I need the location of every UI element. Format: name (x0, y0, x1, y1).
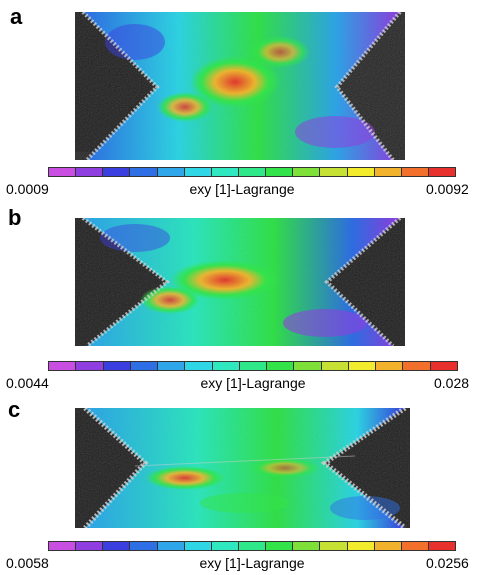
panel-c-strain-image (75, 408, 410, 528)
panel-a-colorbar-max: 0.0092 (426, 181, 469, 197)
colorbar-swatch (49, 362, 77, 370)
panel-c-colorbar (48, 541, 456, 551)
colorbar-swatch (212, 362, 240, 370)
panel-a-colorbar-min: 0.0009 (6, 181, 49, 197)
colorbar-swatch (401, 542, 429, 550)
colorbar-swatch (320, 542, 348, 550)
panel-b-strain-image (75, 218, 405, 346)
colorbar-swatch (294, 362, 322, 370)
colorbar-swatch (211, 168, 239, 176)
colorbar-swatch (76, 168, 104, 176)
panel-c-colorbar-max: 0.0256 (426, 555, 469, 571)
colorbar-swatch (374, 542, 402, 550)
colorbar-swatch (103, 362, 131, 370)
panel-a-colorbar (48, 167, 456, 177)
colorbar-swatch (185, 362, 213, 370)
colorbar-swatch (376, 362, 404, 370)
colorbar-swatch (158, 362, 186, 370)
colorbar-swatch (130, 542, 158, 550)
colorbar-swatch (103, 542, 131, 550)
colorbar-swatch (347, 542, 375, 550)
panel-a-strain-image (75, 12, 405, 160)
colorbar-swatch (428, 542, 456, 550)
colorbar-swatch (293, 168, 321, 176)
panel-a-letter: a (10, 4, 23, 29)
colorbar-swatch (348, 362, 377, 370)
colorbar-swatch (239, 362, 268, 370)
colorbar-swatch (211, 542, 239, 550)
colorbar-swatch (320, 168, 348, 176)
colorbar-swatch (184, 542, 212, 550)
panel-b-colorbar-label: exy [1]-Lagrange (200, 375, 306, 391)
panel-a-colorbar-label: exy [1]-Lagrange (189, 181, 295, 197)
colorbar-swatch (266, 542, 294, 550)
colorbar-swatch (266, 168, 294, 176)
colorbar-swatch (49, 542, 77, 550)
colorbar-swatch (293, 542, 321, 550)
panel-b-colorbar-min: 0.0044 (6, 375, 49, 391)
panel-b-colorbar (48, 361, 458, 371)
colorbar-swatch (157, 542, 185, 550)
panel-b-colorbar-max: 0.028 (434, 375, 470, 391)
panel-c-letter: c (8, 397, 21, 422)
colorbar-swatch (157, 168, 185, 176)
colorbar-swatch (401, 168, 429, 176)
colorbar-swatch (430, 362, 457, 370)
colorbar-swatch (130, 168, 158, 176)
colorbar-swatch (267, 362, 295, 370)
colorbar-swatch (403, 362, 431, 370)
panel-c-colorbar-min: 0.0058 (6, 555, 49, 571)
panel-c-colorbar-label: exy [1]-Lagrange (199, 555, 305, 571)
colorbar-swatch (184, 168, 212, 176)
colorbar-swatch (49, 168, 77, 176)
colorbar-swatch (374, 168, 402, 176)
colorbar-swatch (321, 362, 349, 370)
colorbar-swatch (130, 362, 159, 370)
colorbar-swatch (238, 168, 267, 176)
colorbar-swatch (103, 168, 131, 176)
colorbar-swatch (76, 362, 104, 370)
colorbar-swatch (428, 168, 456, 176)
colorbar-swatch (76, 542, 104, 550)
colorbar-swatch (238, 542, 267, 550)
colorbar-swatch (347, 168, 375, 176)
panel-b-letter: b (8, 205, 22, 230)
